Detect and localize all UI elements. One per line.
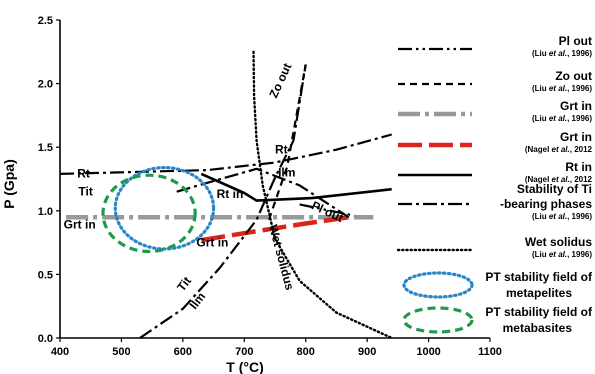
series-line-stability-of-ti-bearing-phases-5	[139, 64, 307, 339]
legend-source: (Liu et al., 1996)	[532, 49, 592, 58]
legend-label: Grt in	[560, 99, 592, 113]
x-tick-label: 400	[51, 346, 69, 358]
legend-label: metapelites	[506, 286, 572, 300]
phase-label: Tit	[78, 185, 92, 199]
legend-source: (Liu et al., 1996)	[532, 114, 592, 123]
series-line-stability-of-ti-bearing-phases-5	[59, 133, 392, 175]
y-tick-label: 2.0	[38, 79, 53, 91]
legend: Pl out(Liu et al., 1996)Zo out(Liu et al…	[396, 34, 593, 335]
phase-label: Ilm	[186, 290, 208, 312]
series-line-zo-out-1	[267, 64, 307, 221]
legend-label: PT stability field of	[485, 270, 593, 284]
legend-label: PT stability field of	[485, 305, 593, 319]
legend-label: Zo out	[555, 69, 592, 83]
legend-swatch-ellipse	[402, 271, 474, 299]
axes: T (°C) P (Gpa) 400 500 600 700 800 900 1000 110…	[1, 15, 502, 374]
x-tick-label: 700	[235, 346, 253, 358]
x-tick-label: 900	[358, 346, 376, 358]
legend-source: (Liu et al., 1996)	[532, 212, 592, 221]
legend-label: Wet solidus	[525, 235, 592, 249]
legend-source: (Liu et al., 1996)	[532, 250, 592, 259]
legend-source: (Liu et al., 1996)	[532, 84, 592, 93]
phase-label: Ilm	[278, 165, 295, 179]
legend-label: Pl out	[559, 34, 592, 48]
series-line-rt-in-4	[200, 172, 392, 202]
legend-label: -bearing phases	[500, 197, 592, 211]
phase-label: Rt in	[217, 187, 244, 201]
phase-label: Tit	[174, 274, 194, 294]
y-tick-label: 1.5	[38, 142, 53, 154]
y-axis-label: P (Gpa)	[1, 159, 17, 209]
series-line-stability-of-ti-bearing-phases-5	[176, 167, 350, 219]
series-line-wet-solidus-6	[252, 50, 393, 340]
phase-label: Zo out	[266, 61, 294, 100]
x-tick-label: 1000	[416, 346, 440, 358]
phase-label: Rt	[77, 167, 90, 181]
phase-label: Grt in	[196, 235, 228, 249]
phase-label: Rt	[275, 143, 288, 157]
x-tick-label: 1100	[478, 346, 502, 358]
legend-swatch-ellipse	[402, 306, 474, 334]
legend-label: Grt in	[560, 130, 592, 144]
legend-label: metabasites	[503, 321, 573, 335]
y-tick-label: 0.5	[38, 269, 53, 281]
y-tick-label: 0.0	[38, 333, 53, 345]
legend-source: (Nagel et al., 2012	[525, 175, 593, 184]
y-tick-label: 1.0	[38, 206, 53, 218]
x-tick-label: 800	[297, 346, 315, 358]
phase-label: Grt in	[64, 218, 96, 232]
phase-label: Wet solidus	[266, 223, 297, 292]
x-tick-label: 600	[174, 346, 192, 358]
pt-field-metabasites	[101, 173, 197, 254]
legend-label: Stability of Ti	[517, 182, 592, 196]
legend-source: (Nagel et al., 2012	[525, 145, 593, 154]
y-tick-label: 2.5	[38, 15, 53, 27]
series-line-pl-out-0	[299, 203, 356, 217]
series-line-grt-in-3	[200, 214, 350, 243]
x-axis-label: T (°C)	[226, 359, 263, 374]
pt-field-metapelites	[113, 165, 216, 251]
legend-label: Rt in	[565, 160, 592, 174]
x-tick-label: 500	[112, 346, 130, 358]
